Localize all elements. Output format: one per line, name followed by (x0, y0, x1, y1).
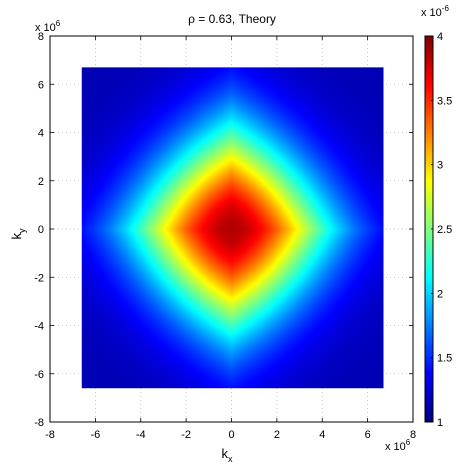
y-tick-label: 0 (38, 224, 44, 236)
y-tick-label: 2 (38, 176, 44, 188)
x-tick-label: -2 (181, 429, 191, 441)
x-tick-label: -6 (90, 429, 100, 441)
y-ticks: -8 -6 -4 -2 0 2 4 6 8 (34, 31, 413, 429)
y-tick-label: 6 (38, 79, 44, 91)
y-tick-label: 4 (38, 128, 44, 140)
x-axis-label: kx (222, 446, 234, 464)
heatmap-image (81, 67, 384, 389)
x-ticks: -8 -6 -4 -2 0 2 4 6 8 (45, 36, 416, 441)
y-tick-label: -6 (34, 369, 44, 381)
x-axis-multiplier: x 106 (385, 438, 411, 453)
colorbar-ticks: 1 1.5 2 2.5 3 3.5 4 (431, 31, 452, 429)
x-tick-label: 8 (410, 429, 416, 441)
y-tick-label: 8 (38, 31, 44, 43)
colorbar-tick-label: 1.5 (437, 353, 452, 365)
x-tick-label: 4 (319, 429, 325, 441)
y-tick-label: -4 (34, 321, 44, 333)
y-tick-label: -8 (34, 417, 44, 429)
y-tick-label: -2 (34, 272, 44, 284)
x-tick-label: 2 (274, 429, 280, 441)
colorbar-multiplier: x 10-6 (421, 4, 449, 19)
colorbar-tick-label: 3.5 (437, 95, 452, 107)
y-axis-multiplier: x 106 (35, 19, 61, 34)
colorbar-gradient (425, 36, 433, 422)
chart-title: ρ = 0.63, Theory (188, 12, 276, 26)
x-tick-label: 6 (365, 429, 371, 441)
x-tick-label: -4 (136, 429, 146, 441)
x-tick-label: 0 (228, 429, 234, 441)
x-tick-label: -8 (45, 429, 55, 441)
colorbar-tick-label: 2.5 (437, 224, 452, 236)
colorbar-tick-label: 2 (437, 288, 443, 300)
colorbar-tick-label: 4 (437, 31, 443, 43)
y-axis-label: ky (9, 228, 27, 240)
colorbar-tick-label: 3 (437, 160, 443, 172)
colorbar-tick-label: 1 (437, 417, 443, 429)
